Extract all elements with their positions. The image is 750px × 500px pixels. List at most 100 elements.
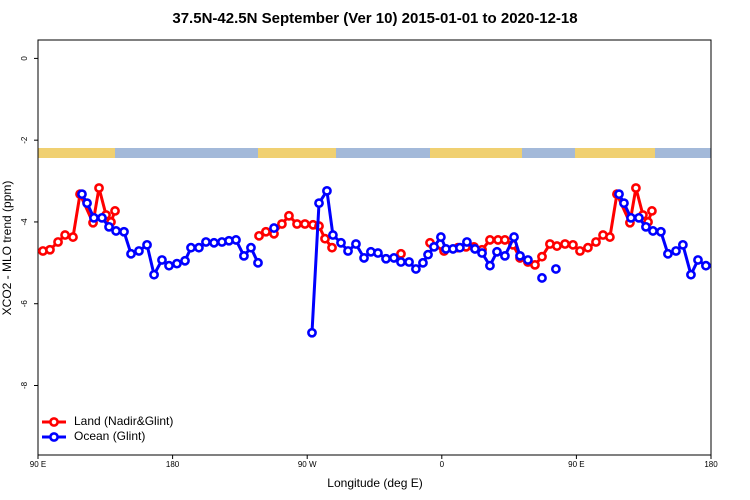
x-axis-label: Longitude (deg E) xyxy=(327,476,422,490)
point xyxy=(328,230,338,240)
point xyxy=(336,237,346,248)
point xyxy=(53,237,63,247)
point xyxy=(186,242,196,253)
point xyxy=(500,250,510,261)
point xyxy=(269,223,279,233)
point xyxy=(149,269,159,280)
y-tick-label: -2 xyxy=(20,136,29,144)
y-tick-label: -8 xyxy=(20,381,29,389)
point xyxy=(254,230,264,241)
point xyxy=(164,260,174,271)
legend-label: Land (Nadir&Glint) xyxy=(74,414,173,428)
point xyxy=(277,219,287,229)
point xyxy=(509,232,519,242)
point xyxy=(359,253,369,263)
point xyxy=(552,241,562,251)
point xyxy=(568,239,578,250)
y-axis-label: XCO2 - MLO trend (ppm) xyxy=(0,181,14,316)
y-tick-label: 0 xyxy=(20,56,29,61)
point xyxy=(411,264,421,274)
point xyxy=(619,198,629,209)
point xyxy=(284,210,294,221)
point xyxy=(94,183,104,193)
plot-frame xyxy=(37,39,712,456)
point xyxy=(246,242,256,253)
x-tick-label: 90 E xyxy=(30,460,46,469)
point xyxy=(648,226,658,236)
point xyxy=(82,198,92,209)
point xyxy=(261,226,271,237)
point xyxy=(110,206,120,216)
point xyxy=(614,189,624,200)
point xyxy=(77,189,87,200)
point xyxy=(201,237,211,247)
point xyxy=(404,257,414,267)
point xyxy=(292,219,302,229)
point xyxy=(605,232,615,242)
point xyxy=(429,241,439,252)
point xyxy=(537,251,547,262)
point xyxy=(477,248,487,258)
point xyxy=(343,246,353,256)
point xyxy=(537,273,547,283)
point xyxy=(327,242,337,253)
point xyxy=(209,237,219,248)
legend-label: Ocean (Glint) xyxy=(74,429,145,443)
point xyxy=(560,239,570,249)
point xyxy=(470,244,480,254)
point xyxy=(575,246,585,256)
point xyxy=(373,248,383,258)
point xyxy=(396,257,406,267)
point xyxy=(389,253,399,263)
point xyxy=(134,246,144,256)
point xyxy=(641,221,651,232)
point xyxy=(300,219,310,229)
point xyxy=(142,239,152,250)
legend-marker xyxy=(49,417,59,427)
point xyxy=(307,327,317,338)
point xyxy=(68,232,78,242)
point xyxy=(693,255,703,265)
point xyxy=(436,232,446,242)
point xyxy=(663,248,673,259)
x-tick-label: 90 W xyxy=(298,460,317,469)
point xyxy=(89,212,99,223)
point xyxy=(157,255,167,265)
point xyxy=(647,206,657,216)
y-tick-label: -6 xyxy=(20,300,29,308)
point xyxy=(423,249,433,260)
point xyxy=(671,246,681,256)
point xyxy=(314,198,324,209)
point xyxy=(634,212,644,223)
point xyxy=(523,255,533,265)
point xyxy=(418,257,428,268)
point xyxy=(231,235,241,245)
point xyxy=(631,183,641,193)
map-strip xyxy=(38,148,711,158)
point xyxy=(194,242,204,253)
point xyxy=(104,221,114,232)
point xyxy=(462,237,472,247)
point xyxy=(551,264,561,274)
point xyxy=(515,250,525,261)
point xyxy=(626,212,636,223)
point xyxy=(454,242,465,253)
point xyxy=(239,250,249,261)
point xyxy=(677,239,688,250)
point xyxy=(485,260,495,271)
point xyxy=(320,233,330,244)
point xyxy=(530,259,540,270)
point xyxy=(591,237,601,247)
point xyxy=(60,230,70,240)
point xyxy=(119,226,129,237)
point xyxy=(686,269,696,280)
point xyxy=(492,246,502,257)
x-tick-label: 0 xyxy=(440,460,445,469)
point xyxy=(322,185,332,196)
point xyxy=(351,239,361,249)
point xyxy=(701,260,711,271)
point xyxy=(111,226,121,236)
point xyxy=(126,248,136,259)
point xyxy=(172,258,182,269)
